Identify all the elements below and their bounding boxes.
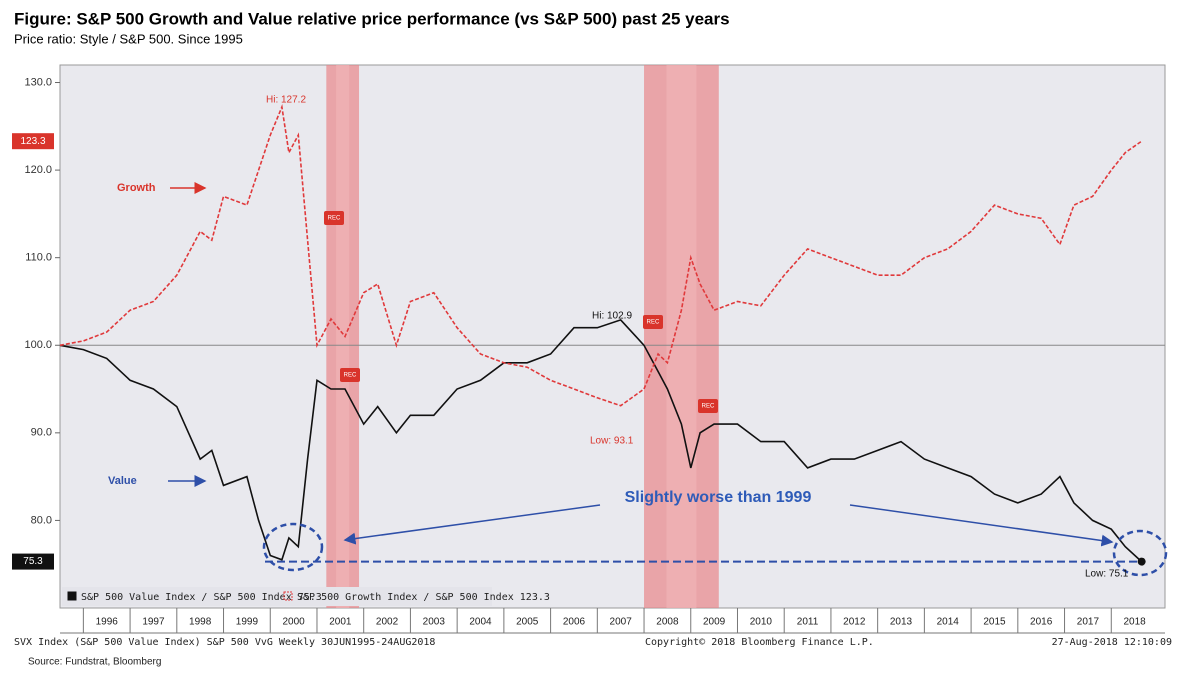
annotation: Growth — [117, 182, 156, 194]
legend-value: 75.3 — [298, 592, 322, 603]
x-tick-label: 2018 — [1124, 617, 1147, 628]
x-tick-label: 2006 — [563, 617, 586, 628]
series-line — [59, 318, 1143, 563]
rec-tag — [340, 368, 360, 382]
x-tick-label: 2007 — [610, 617, 633, 628]
series-line — [59, 104, 1143, 407]
recession-inner — [666, 65, 697, 608]
x-tick-label: 1998 — [189, 617, 212, 628]
rec-label: REC — [344, 373, 357, 379]
footer-left: SVX Index (S&P 500 Value Index) S&P 500 … — [14, 637, 435, 648]
chart-subtitle: Price ratio: Style / S&P 500. Since 1995 — [14, 31, 243, 46]
x-tick-label: 2002 — [376, 617, 399, 628]
legend-swatch — [283, 591, 293, 601]
rec-label: REC — [702, 404, 715, 410]
rec-tag — [643, 315, 663, 329]
x-tick-label: 2011 — [797, 617, 819, 628]
annotation: Hi: 102.9 — [592, 311, 632, 322]
annotation: Low: 93.1 — [590, 436, 634, 447]
x-tick-label: 2010 — [750, 617, 773, 628]
x-tick-label: 2005 — [516, 617, 539, 628]
y-tick-label: 100.0 — [24, 339, 52, 351]
last-value-label: 75.3 — [23, 556, 43, 567]
x-tick-label: 2012 — [843, 617, 866, 628]
legend-value: 123.3 — [520, 592, 550, 603]
x-tick-label: 2017 — [1077, 617, 1100, 628]
legend-name: S&P 500 Growth Index / S&P 500 Index — [297, 592, 514, 603]
x-tick-label: 2001 — [329, 617, 352, 628]
chart-title: Figure: S&P 500 Growth and Value relativ… — [14, 9, 730, 28]
x-tick-label: 2009 — [703, 617, 726, 628]
y-tick-label: 90.0 — [31, 427, 52, 439]
rec-tag — [324, 211, 344, 225]
x-tick-label: 2015 — [983, 617, 1006, 628]
footer-middle: Copyright© 2018 Bloomberg Finance L.P. — [645, 637, 874, 648]
x-tick-label: 1997 — [142, 617, 165, 628]
last-point — [1137, 557, 1146, 566]
x-tick-label: 2000 — [282, 617, 305, 628]
x-tick-label: 2004 — [469, 617, 492, 628]
annotation: Hi: 127.2 — [266, 95, 306, 106]
last-value-tag — [12, 553, 54, 570]
x-tick-label: 1999 — [236, 617, 259, 628]
x-tick-label: 2014 — [937, 617, 960, 628]
annotation: Value — [108, 475, 137, 487]
y-tick-label: 80.0 — [31, 514, 52, 526]
legend-label: S&P 500 Value Index / S&P 500 Index 75.3 — [81, 592, 322, 603]
legend-label: S&P 500 Growth Index / S&P 500 Index 123… — [297, 592, 550, 603]
legend-swatch — [67, 591, 77, 601]
arrow — [343, 504, 601, 545]
annotation: Low: 75.1 — [1085, 569, 1129, 580]
footer-right: 27-Aug-2018 12:10:09 — [1052, 637, 1172, 648]
highlight-circle — [262, 522, 324, 572]
y-tick-label: 120.0 — [24, 164, 52, 176]
last-value-tag — [12, 133, 54, 150]
rec-label: REC — [328, 216, 341, 222]
legend-name: S&P 500 Value Index / S&P 500 Index — [81, 592, 292, 603]
x-tick-label: 2008 — [656, 617, 679, 628]
legend-box — [62, 587, 492, 606]
rec-label: REC — [647, 320, 660, 326]
last-value-label: 123.3 — [20, 136, 45, 147]
plot-area — [59, 64, 1166, 609]
x-tick-label: 2003 — [423, 617, 446, 628]
annotation: Slightly worse than 1999 — [625, 489, 812, 506]
arrow — [849, 504, 1114, 547]
y-tick-label: 130.0 — [24, 76, 52, 88]
y-tick-label: 110.0 — [25, 252, 52, 264]
x-tick-label: 1996 — [96, 617, 119, 628]
rec-tag — [698, 399, 718, 413]
x-tick-label: 2013 — [890, 617, 913, 628]
recession-inner — [336, 65, 350, 608]
x-tick-label: 2016 — [1030, 617, 1053, 628]
source: Source: Fundstrat, Bloomberg — [28, 657, 161, 668]
highlight-circle — [1112, 529, 1168, 577]
